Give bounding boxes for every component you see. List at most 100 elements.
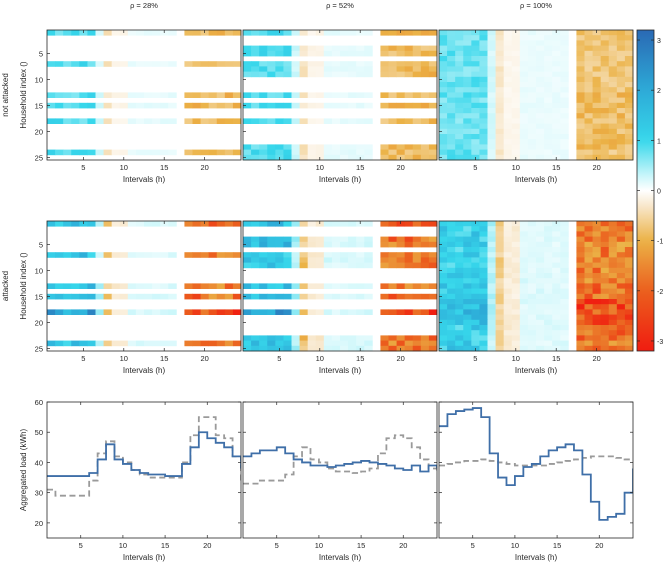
heatmap-cell [552, 236, 561, 243]
heatmap-cell [396, 66, 406, 72]
heatmap-cell [55, 283, 64, 289]
heatmap-cell [560, 221, 569, 227]
heatmap-cell [463, 335, 472, 341]
heatmap-cell [396, 293, 406, 300]
heatmap-cell [95, 149, 104, 156]
heatmap-cell [356, 66, 365, 72]
heatmap-cell [608, 340, 618, 347]
heatmap-cell [299, 92, 309, 98]
heatmap-cell [364, 154, 373, 161]
heatmap-cell [55, 221, 64, 227]
heatmap-cell [127, 293, 137, 300]
heatmap-cell [511, 139, 521, 145]
heatmap-cell [600, 45, 610, 52]
heatmap-cell [487, 267, 496, 274]
heatmap-cell [552, 40, 561, 46]
heatmap-cell [388, 335, 397, 341]
heatmap-cell [527, 71, 537, 78]
heatmap-cell [487, 262, 496, 269]
heatmap-cell [519, 134, 529, 140]
heatmap-cell [192, 283, 201, 289]
heatmap-cell [364, 221, 373, 227]
heatmap-cell [495, 267, 505, 274]
heatmap-cell [576, 267, 585, 274]
heatmap-cell [144, 309, 153, 315]
heatmap-cell [447, 134, 456, 140]
heatmap-cell [291, 309, 300, 315]
heatmap-cell [315, 66, 325, 72]
heatmap-cell [519, 226, 529, 232]
heatmap-cell [216, 92, 226, 98]
heatmap-cell [71, 30, 80, 36]
heatmap-cell [364, 102, 373, 109]
heatmap-cell [608, 128, 618, 135]
heatmap-cell [404, 293, 414, 300]
heatmap-cell [527, 154, 537, 161]
heatmap-cell [420, 30, 430, 36]
heatmap-cell [544, 319, 553, 326]
heatmap-cell [144, 102, 153, 109]
heatmap-cell [267, 257, 276, 263]
heatmap-cell [307, 309, 317, 315]
heatmap-cell [479, 345, 488, 352]
heatmap-cell [584, 87, 593, 93]
heatmap-cell [275, 340, 284, 347]
heatmap-cell [624, 335, 634, 341]
heatmap-cell [576, 35, 585, 41]
heatmap-cell [608, 314, 618, 321]
heatmap-cell [455, 97, 464, 104]
heatmap-cell [519, 293, 529, 300]
heatmap-cell [356, 262, 365, 269]
heatmap-cell [463, 154, 472, 161]
heatmap-cell [624, 82, 634, 88]
heatmap-cell [152, 61, 161, 67]
heatmap-cell [307, 345, 317, 352]
heatmap-cell [55, 340, 64, 347]
heatmap-cell [624, 340, 634, 347]
heatmap-cell [511, 247, 521, 253]
heatmap-cell [584, 108, 593, 114]
heatmap-cell [283, 345, 292, 352]
heatmap-cell [608, 108, 618, 114]
heatmap-cell [616, 345, 626, 352]
heatmap-cell [396, 92, 406, 98]
heatmap-cell [544, 262, 553, 269]
heatmap-cell [447, 87, 456, 93]
heatmap-cell [168, 340, 177, 347]
heatmap-cell [608, 92, 618, 98]
heatmap-cell [463, 288, 472, 295]
heatmap-cell [455, 128, 464, 135]
heatmap-cell [495, 226, 505, 232]
heatmap-cell [560, 82, 569, 88]
heatmap-cell [364, 66, 373, 72]
heatmap-cell [544, 45, 553, 52]
heatmap-cell [439, 231, 448, 237]
heatmap-cell [356, 335, 365, 341]
heatmap-cell [152, 293, 161, 300]
heatmap-cell [364, 262, 373, 269]
heatmap-cell [55, 92, 64, 98]
heatmap-cell [348, 236, 357, 243]
heatmap-cell [356, 257, 365, 263]
heatmap-cell [420, 236, 430, 243]
heatmap-cell [364, 45, 373, 52]
heatmap-cell [396, 257, 406, 263]
heatmap-cell [291, 293, 300, 300]
heatmap-cell [527, 87, 537, 93]
heatmap-cell [404, 144, 414, 150]
heatmap-cell [544, 267, 553, 274]
heatmap-cell [251, 149, 260, 156]
x-tick-label: 10 [120, 163, 128, 172]
heatmap-cell [487, 50, 496, 57]
heatmap-cell [624, 134, 634, 140]
heatmap-cell [600, 293, 610, 300]
heatmap-cell [536, 236, 545, 243]
heatmap-cell [216, 118, 226, 124]
heatmap-cell [487, 288, 496, 295]
heatmap-cell [251, 144, 260, 150]
heatmap-cell [447, 113, 456, 119]
heatmap-cell [544, 113, 553, 119]
heatmap-cell [552, 241, 561, 248]
plot-frame [46, 401, 242, 539]
heatmap-cell [420, 50, 430, 57]
